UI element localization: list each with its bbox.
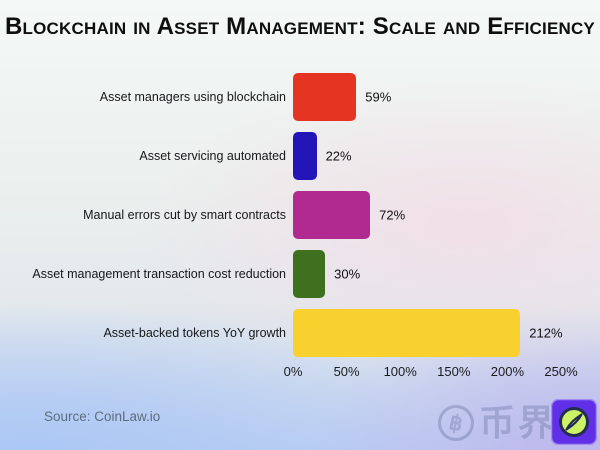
x-axis-tick-label: 100% <box>383 364 417 379</box>
bar-track: 30% <box>293 249 561 298</box>
bar <box>293 249 326 298</box>
value-label: 212% <box>529 325 563 340</box>
category-label: Asset-backed tokens YoY growth <box>103 325 286 340</box>
x-axis-tick-label: 50% <box>333 364 360 379</box>
category-label: Manual errors cut by smart contracts <box>83 207 286 222</box>
bar-track: 22% <box>293 131 561 180</box>
bar <box>293 308 521 357</box>
bar-track: 212% <box>293 308 563 357</box>
value-label: 22% <box>325 148 352 163</box>
x-axis-tick-label: 0% <box>283 364 303 379</box>
chart-rows: Asset managers using blockchain 59% Asset … <box>30 67 570 362</box>
bar-track: 72% <box>293 190 561 239</box>
bar <box>293 190 371 239</box>
value-label: 59% <box>365 89 392 104</box>
value-label: 30% <box>334 266 361 281</box>
x-axis-tick-label: 200% <box>490 364 525 379</box>
chart-row: Manual errors cut by smart contracts 72% <box>30 185 570 244</box>
coin-logo-icon: ฿ <box>434 401 478 445</box>
category-label: Asset servicing automated <box>139 148 286 163</box>
bar-chart: Asset managers using blockchain 59% Asset … <box>30 67 578 382</box>
category-label: Asset managers using blockchain <box>99 89 286 104</box>
bar-track: 59% <box>293 72 561 121</box>
x-axis-tick-label: 150% <box>437 364 471 379</box>
x-axis-tick-label: 250% <box>544 364 578 379</box>
source-note: Source: CoinLaw.io <box>44 409 161 424</box>
compass-app-icon <box>551 399 597 445</box>
chart-row: Asset-backed tokens YoY growth 212% <box>30 303 570 362</box>
chart-row: Asset managers using blockchain 59% <box>30 67 570 126</box>
chart-row: Asset servicing automated 22% <box>30 126 570 185</box>
x-axis: 0% 50% 100% 150% 200% 250% <box>284 362 578 382</box>
chart-title: Blockchain in Asset Management: Scale an… <box>5 13 595 40</box>
category-label: Asset management transaction cost reduct… <box>32 266 286 281</box>
value-label: 72% <box>379 207 406 222</box>
bar <box>293 72 357 121</box>
chart-row: Asset management transaction cost reduct… <box>30 244 570 303</box>
bar <box>293 131 317 180</box>
